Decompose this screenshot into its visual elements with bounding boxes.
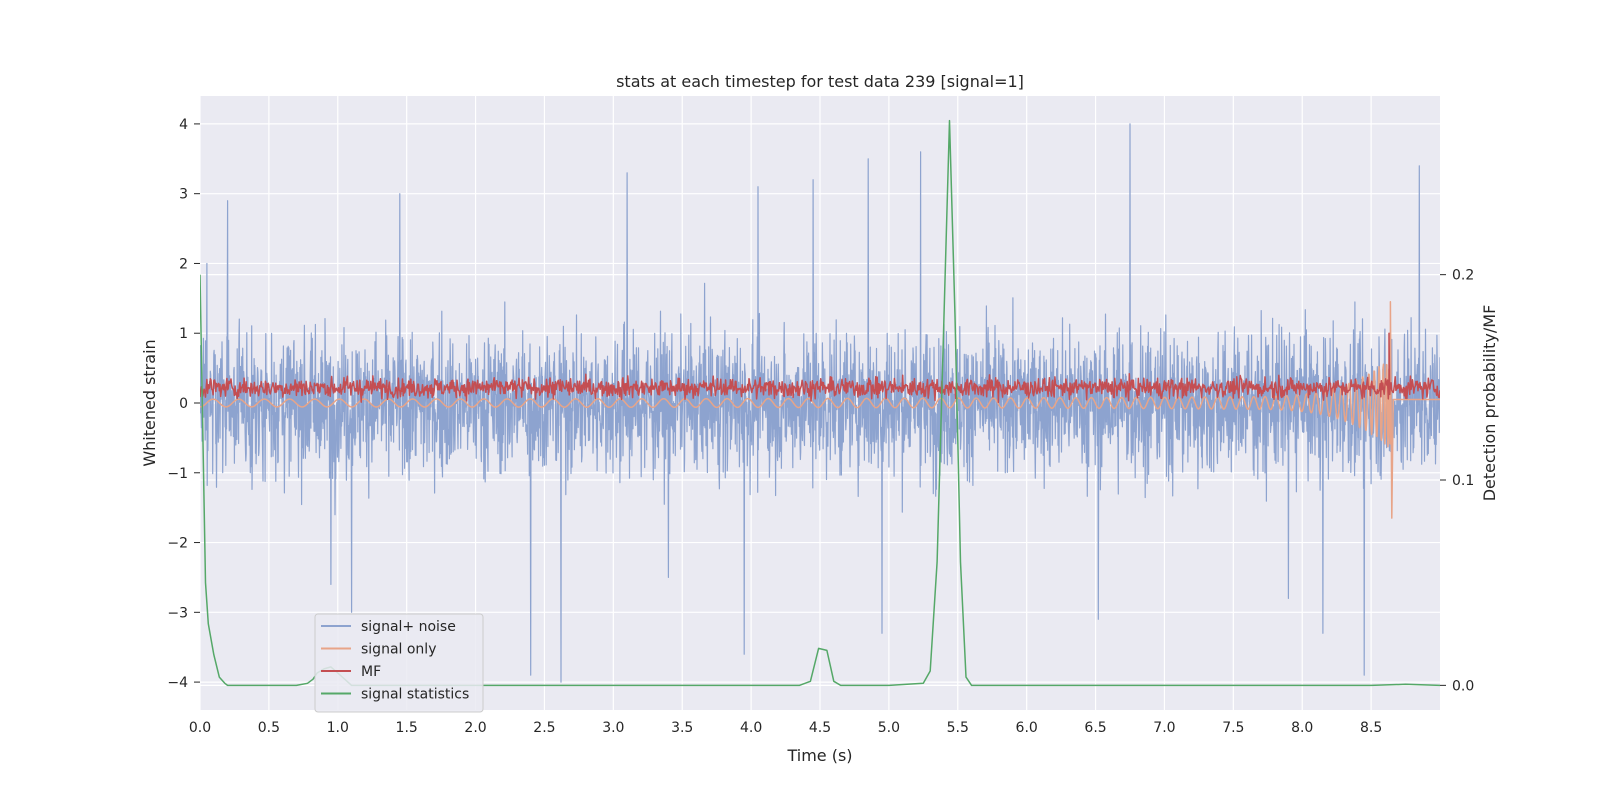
legend: signal+ noise signal only MF signal statist… <box>314 613 484 713</box>
x-tick-label: 8.0 <box>1291 720 1313 736</box>
series-mf-line <box>200 332 1440 404</box>
legend-label: MF <box>361 664 381 680</box>
y-tick-label: −3 <box>167 605 188 621</box>
series-signal-only-line <box>200 301 1440 519</box>
y-axis-label: Whitened strain <box>140 339 159 466</box>
x-tick-label: 4.0 <box>740 720 762 736</box>
x-tick-label: 0.0 <box>189 720 211 736</box>
y-tick-label: −2 <box>167 536 188 552</box>
legend-label: signal only <box>361 642 436 658</box>
y-tick-label: 3 <box>179 187 188 203</box>
y-tick-label: 1 <box>179 326 188 342</box>
legend-label: signal statistics <box>361 687 469 703</box>
x-tick-label: 7.0 <box>1153 720 1175 736</box>
y2-tick-label: 0.1 <box>1452 473 1474 489</box>
x-tick-label: 2.5 <box>533 720 555 736</box>
series-signal-statistics-line <box>200 119 1440 687</box>
series-signal-noise-line <box>200 123 1440 683</box>
x-tick-label: 4.5 <box>809 720 831 736</box>
y-tick-label: 0 <box>179 396 188 412</box>
y-tick-label: −4 <box>167 675 188 691</box>
x-tick-label: 6.0 <box>1016 720 1038 736</box>
x-tick-label: 8.5 <box>1360 720 1382 736</box>
legend-box <box>314 613 484 713</box>
x-tick-label: 3.0 <box>602 720 624 736</box>
y-tick-label: −1 <box>167 466 188 482</box>
y-tick-label: 2 <box>179 256 188 272</box>
y-tick-label: 4 <box>179 117 188 133</box>
series-layer <box>200 119 1440 687</box>
chart-title: stats at each timestep for test data 239… <box>616 72 1024 91</box>
x-tick-label: 5.0 <box>878 720 900 736</box>
legend-label: signal+ noise <box>361 619 456 635</box>
y2-axis-label: Detection probability/MF <box>1480 305 1499 502</box>
x-tick-label: 0.5 <box>258 720 280 736</box>
series-group <box>200 119 1440 687</box>
y2-tick-label: 0.2 <box>1452 268 1474 284</box>
x-tick-label: 2.0 <box>464 720 486 736</box>
y2-tick-label: 0.0 <box>1452 678 1474 694</box>
x-axis-label: Time (s) <box>786 746 852 765</box>
x-tick-label: 1.0 <box>327 720 349 736</box>
y-axis-right: 0.2 0.1 0.0 <box>1440 268 1474 694</box>
x-tick-label: 6.5 <box>1084 720 1106 736</box>
x-axis: 0.0 0.5 1.0 1.5 2.0 2.5 3.0 3.5 4.0 4.5 5.0 5.5 6.0 6… <box>189 720 1382 736</box>
y-axis-left: 4 3 2 1 0 −1 −2 −3 −4 <box>167 117 200 691</box>
x-tick-label: 5.5 <box>947 720 969 736</box>
x-tick-label: 1.5 <box>396 720 418 736</box>
x-tick-label: 3.5 <box>671 720 693 736</box>
x-tick-label: 7.5 <box>1222 720 1244 736</box>
